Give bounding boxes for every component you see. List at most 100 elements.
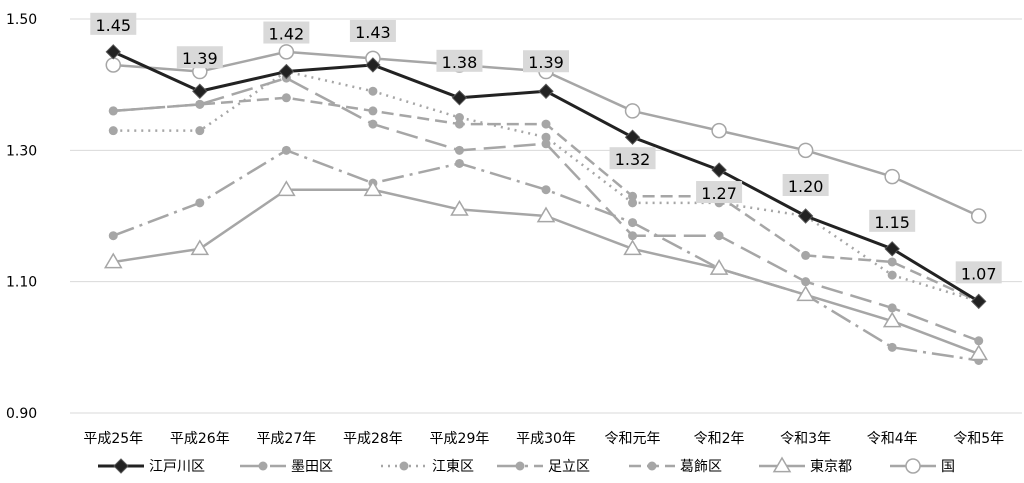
data-point (624, 103, 641, 119)
y-tick-label: 0.90 (6, 406, 37, 422)
data-point (105, 44, 121, 60)
data-label-bg (782, 174, 829, 196)
data-label-bg (263, 21, 310, 44)
data-point (454, 119, 464, 129)
series-3 (108, 145, 984, 365)
data-label-bg (955, 261, 1002, 284)
data-label: 1.32 (609, 147, 656, 170)
data-label-bg (436, 49, 483, 72)
data-label-text: 1.32 (615, 150, 651, 169)
data-point (884, 241, 900, 257)
data-point (538, 83, 554, 99)
data-point (368, 86, 378, 96)
data-point (450, 199, 469, 216)
data-point (887, 270, 897, 280)
data-label-text: 1.39 (528, 53, 564, 72)
data-label: 1.27 (696, 181, 743, 204)
legend-item: 江東区 (381, 459, 474, 475)
data-point (454, 158, 464, 168)
data-label-text: 1.27 (701, 184, 737, 203)
data-point (281, 145, 291, 155)
legend-item: 国 (890, 458, 955, 475)
data-point (195, 99, 205, 109)
data-point (628, 218, 638, 228)
data-label: 1.42 (263, 21, 310, 44)
data-label: 1.39 (176, 46, 223, 69)
data-point (281, 93, 291, 103)
data-point (628, 231, 638, 241)
data-labels: 1.45 1.39 1.42 1.43 1.38 1.39 1.32 1.27 1.20 1.15… (90, 12, 1002, 284)
x-tick-label: 平成26年 (170, 431, 230, 447)
legend-swatch-marker (647, 461, 657, 471)
data-point (454, 113, 464, 122)
data-point (108, 106, 118, 116)
data-label: 1.15 (869, 209, 916, 232)
x-tick-label: 平成25年 (83, 431, 143, 447)
y-tick-label: 1.30 (6, 143, 37, 159)
data-label-text: 1.39 (182, 49, 218, 68)
data-point (709, 259, 729, 275)
series-4 (108, 93, 984, 306)
data-label-bg (349, 19, 396, 42)
data-label: 1.43 (349, 19, 396, 42)
data-point (195, 198, 205, 208)
legend-swatch-marker (399, 461, 409, 471)
gridlines (70, 18, 1022, 414)
data-point (797, 208, 814, 224)
x-tick-label: 令和2年 (694, 431, 745, 447)
data-point (971, 293, 987, 310)
x-tick-label: 令和元年 (605, 431, 661, 447)
data-point (887, 257, 897, 267)
data-point (363, 180, 383, 197)
legend-swatch-marker (515, 461, 525, 471)
data-point (108, 126, 118, 136)
data-point (541, 139, 551, 149)
data-label-text: 1.43 (355, 23, 391, 42)
legend-item: 東京都 (759, 456, 852, 475)
data-label-bg (609, 147, 656, 170)
legend-item: 墨田区 (240, 459, 333, 475)
legend-swatch-marker (113, 458, 129, 474)
x-tick-label: 平成29年 (430, 431, 490, 447)
data-point (801, 250, 811, 260)
data-point (541, 185, 551, 195)
data-point (801, 277, 811, 287)
y-tick-label: 1.50 (6, 12, 37, 28)
data-point (711, 162, 727, 178)
data-point (277, 180, 296, 197)
data-label-bg (90, 12, 137, 35)
data-point (623, 239, 642, 256)
x-tick-label: 平成28年 (343, 431, 403, 447)
data-point (454, 145, 464, 155)
x-tick-label: 平成27年 (256, 431, 316, 447)
series-lines (103, 44, 989, 365)
data-point (711, 122, 727, 139)
data-point (278, 63, 295, 80)
legend: 江戸川区 墨田区 江東区 足立区 葛飾区 東京都 国 (98, 456, 955, 475)
data-label-bg (696, 181, 743, 204)
data-point (368, 106, 378, 116)
data-point (628, 191, 638, 201)
data-label-text: 1.20 (788, 177, 824, 196)
data-point (882, 311, 902, 328)
legend-label: 葛飾区 (680, 459, 722, 475)
data-point (970, 208, 987, 224)
x-tick-label: 令和5年 (953, 431, 1004, 447)
data-point (796, 285, 815, 302)
legend-swatch-marker (258, 461, 268, 471)
data-point (108, 231, 118, 241)
legend-item: 葛飾区 (629, 459, 722, 475)
legend-item: 足立区 (497, 459, 590, 475)
legend-swatch-marker (905, 458, 921, 474)
data-label-text: 1.15 (874, 213, 910, 232)
data-label: 1.45 (90, 12, 137, 35)
legend-label: 江戸川区 (149, 459, 205, 475)
data-label-text: 1.45 (95, 16, 131, 35)
data-label: 1.20 (782, 174, 829, 196)
data-point (541, 132, 551, 142)
data-point (628, 198, 638, 208)
data-point (541, 119, 551, 129)
x-tick-label: 令和4年 (867, 431, 918, 447)
y-axis-ticks: 0.90 1.10 1.30 1.50 (6, 12, 37, 422)
data-point (536, 206, 556, 223)
